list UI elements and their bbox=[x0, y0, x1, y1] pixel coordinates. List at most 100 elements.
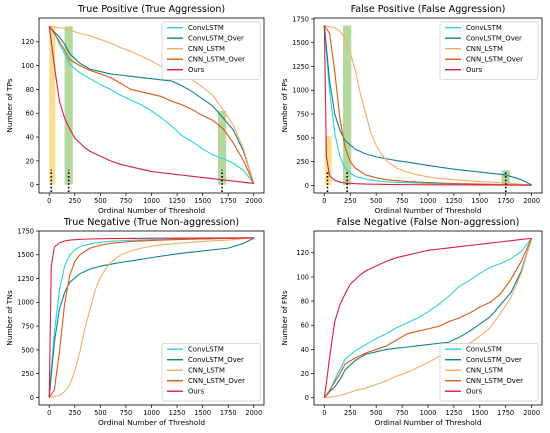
legend-entry: CNN_LSTM_Over bbox=[188, 377, 245, 385]
x-tick-label: 250 bbox=[68, 197, 81, 205]
y-tick-label: 120 bbox=[21, 38, 34, 46]
series-line bbox=[48, 237, 254, 398]
y-tick-label: 250 bbox=[21, 370, 34, 378]
y-tick-label: 20 bbox=[301, 370, 309, 378]
y-tick-label: 1000 bbox=[292, 87, 309, 95]
x-tick-label: 0 bbox=[322, 197, 326, 205]
x-tick-label: 1750 bbox=[497, 409, 514, 417]
y-tick-label: 250 bbox=[296, 158, 309, 166]
highlight-band bbox=[49, 26, 56, 185]
legend: ConvLSTM ConvLSTM_Over CNN_LSTM CNN_LSTM_Ov… bbox=[439, 343, 539, 402]
x-tick-label: 1000 bbox=[420, 197, 437, 205]
x-tick-label: 2000 bbox=[523, 197, 540, 205]
legend-box bbox=[439, 21, 539, 80]
y-tick-label: 1250 bbox=[17, 275, 34, 283]
x-tick-label: 0 bbox=[47, 409, 51, 417]
legend-entry: CNN_LSTM_Over bbox=[466, 56, 523, 64]
panel-true-positive: 0 250 500 750 1000 1250 1500 1750 2000 0 20 40 60 80 1… bbox=[5, 4, 265, 215]
x-tick-label: 750 bbox=[396, 409, 409, 417]
x-tick-label: 2000 bbox=[523, 409, 540, 417]
y-tick-label: 0 bbox=[305, 182, 309, 190]
highlight-band bbox=[501, 170, 510, 186]
x-tick-label: 2000 bbox=[245, 197, 262, 205]
series-line bbox=[323, 238, 533, 399]
series-line bbox=[48, 237, 254, 398]
x-tick-label: 1500 bbox=[194, 197, 211, 205]
y-tick-label: 750 bbox=[296, 110, 309, 118]
x-axis-label: Ordinal Number of Threshold bbox=[374, 418, 481, 427]
x-tick-label: 1250 bbox=[169, 197, 186, 205]
x-tick-label: 500 bbox=[370, 197, 383, 205]
y-tick-label: 500 bbox=[296, 134, 309, 142]
y-tick-label: 80 bbox=[301, 297, 309, 305]
y-tick-label: 80 bbox=[26, 86, 34, 94]
legend-entry: CNN_LSTM_Over bbox=[188, 56, 245, 64]
x-tick-label: 1750 bbox=[497, 197, 514, 205]
x-tick-label: 1500 bbox=[471, 409, 488, 417]
highlight-band bbox=[64, 26, 73, 185]
chart-title: False Negative (False Non-aggression) bbox=[337, 217, 520, 228]
legend-entry: ConvLSTM_Over bbox=[188, 35, 244, 43]
panel-true-negative: 0 250 500 750 1000 1250 1500 1750 2000 0 250 500 750… bbox=[5, 217, 265, 427]
legend-box bbox=[439, 343, 539, 402]
x-tick-label: 750 bbox=[396, 197, 409, 205]
y-tick-label: 500 bbox=[21, 346, 34, 354]
x-axis-label: Ordinal Number of Threshold bbox=[98, 418, 205, 427]
x-tick-label: 250 bbox=[344, 409, 357, 417]
chart-title: True Negative (True Non-aggression) bbox=[63, 217, 239, 228]
legend-entry: CNN_LSTM bbox=[466, 45, 503, 53]
x-tick-label: 1500 bbox=[194, 409, 211, 417]
x-tick-label: 1750 bbox=[220, 409, 237, 417]
y-tick-label: 1750 bbox=[292, 15, 309, 23]
legend-entry: Ours bbox=[188, 388, 205, 396]
x-tick-label: 1250 bbox=[169, 409, 186, 417]
y-tick-label: 1000 bbox=[17, 299, 34, 307]
series-line bbox=[323, 237, 532, 398]
x-tick-label: 1500 bbox=[471, 197, 488, 205]
series-line bbox=[323, 25, 532, 186]
y-tick-label: 1750 bbox=[17, 227, 34, 235]
highlight-band bbox=[217, 110, 227, 185]
x-tick-label: 1000 bbox=[420, 409, 437, 417]
y-tick-label: 100 bbox=[21, 62, 34, 70]
y-tick-label: 60 bbox=[26, 110, 34, 118]
y-tick-label: 1250 bbox=[292, 63, 309, 71]
panel-false-positive: 0 250 500 750 1000 1250 1500 1750 2000 0 250 500 750… bbox=[280, 4, 543, 215]
y-tick-label: 0 bbox=[30, 181, 34, 189]
series-line bbox=[48, 25, 255, 184]
legend-entry: CNN_LSTM bbox=[188, 45, 225, 53]
legend-entry: CNN_LSTM bbox=[188, 367, 225, 375]
x-tick-label: 1250 bbox=[446, 197, 463, 205]
legend: ConvLSTM ConvLSTM_Over CNN_LSTM CNN_LSTM_Ov… bbox=[161, 21, 261, 80]
highlight-band bbox=[324, 135, 332, 186]
series-line bbox=[324, 238, 533, 399]
x-tick-label: 1750 bbox=[220, 197, 237, 205]
y-tick-label: 1500 bbox=[17, 251, 34, 259]
series-line bbox=[48, 25, 255, 184]
x-tick-label: 1000 bbox=[143, 409, 160, 417]
legend-entry: Ours bbox=[466, 66, 483, 74]
legend-entry: Ours bbox=[188, 66, 205, 74]
x-tick-label: 0 bbox=[47, 197, 51, 205]
y-axis-label: Number of FPs bbox=[280, 78, 289, 132]
x-tick-label: 2000 bbox=[245, 409, 262, 417]
x-tick-label: 750 bbox=[120, 409, 133, 417]
x-tick-label: 750 bbox=[120, 197, 133, 205]
legend-entry: CNN_LSTM bbox=[466, 367, 503, 375]
y-tick-label: 100 bbox=[296, 273, 309, 281]
legend-entry: ConvLSTM bbox=[188, 346, 224, 354]
series-line bbox=[49, 237, 254, 398]
chart-title: False Positive (False Aggression) bbox=[351, 4, 506, 15]
y-tick-label: 60 bbox=[301, 322, 309, 330]
series-line bbox=[49, 25, 255, 184]
legend-entry: ConvLSTM bbox=[466, 346, 502, 354]
legend-entry: ConvLSTM_Over bbox=[188, 356, 244, 364]
y-axis-label: Number of FNs bbox=[280, 290, 289, 345]
legend-box bbox=[161, 21, 261, 80]
x-tick-label: 500 bbox=[370, 409, 383, 417]
series-line bbox=[48, 237, 255, 398]
y-tick-label: 40 bbox=[26, 133, 34, 141]
x-tick-label: 250 bbox=[344, 197, 357, 205]
y-axis-label: Number of TNs bbox=[5, 290, 14, 346]
